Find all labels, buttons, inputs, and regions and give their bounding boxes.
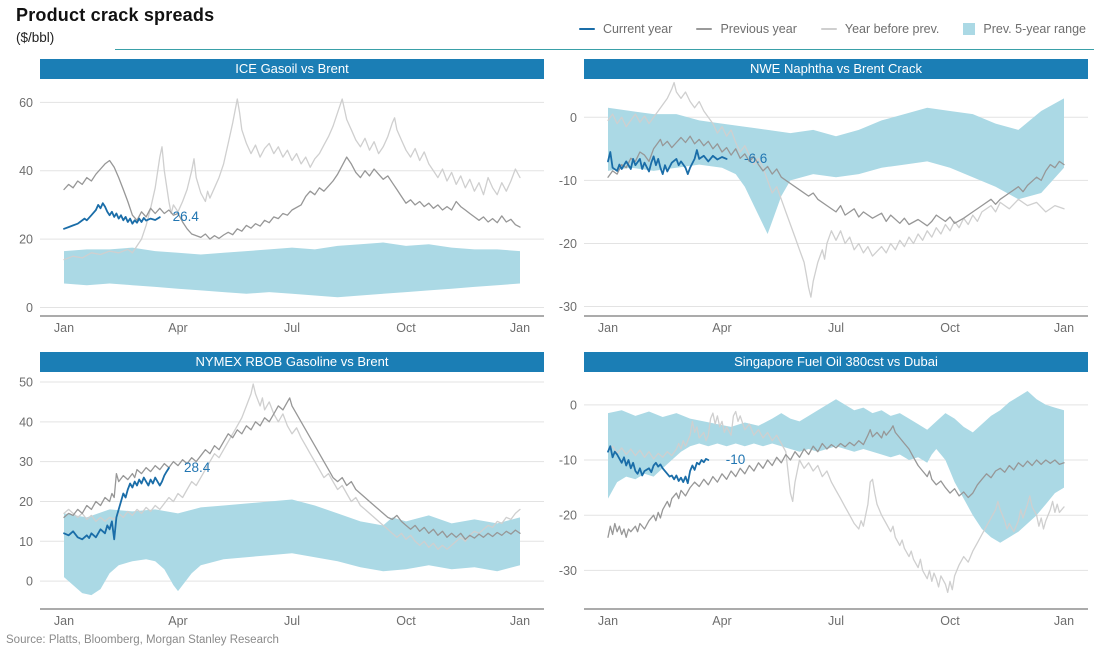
x-tick-label: Jan — [510, 614, 530, 628]
series-current-year — [63, 467, 170, 541]
x-tick-label: Apr — [168, 614, 187, 628]
chart-panel-nymex-rbob: NYMEX RBOB Gasoline vs Brent 0 10 20 30 40 50… — [0, 352, 544, 630]
series-previous-year — [63, 156, 521, 240]
five-year-range-band — [64, 499, 520, 596]
chart-nymex-rbob: 0 10 20 30 40 50 Jan Apr Jul Oct Jan 28.4 — [19, 375, 544, 628]
y-tick-label: 0 — [26, 575, 33, 589]
y-tick-label: 20 — [19, 495, 33, 509]
x-tick-label: Jan — [54, 321, 74, 335]
series-previous-year — [63, 397, 521, 540]
chart-title-ice-gasoil: ICE Gasoil vs Brent — [40, 59, 544, 79]
x-tick-label: Jan — [598, 614, 618, 628]
chart-legend: Current year Previous year Year before pre… — [578, 22, 1086, 36]
x-tick-label: Jul — [284, 614, 300, 628]
charts-grid: ICE Gasoil vs Brent 0 20 40 60 Jan Apr Jul Oct J… — [0, 59, 1108, 630]
y-tick-label: 50 — [19, 375, 33, 389]
x-tick-label: Jan — [598, 321, 618, 335]
y-tick-label: -10 — [559, 454, 577, 468]
x-tick-label: Jul — [828, 614, 844, 628]
x-tick-label: Jan — [1054, 614, 1074, 628]
y-tick-label: 30 — [19, 455, 33, 469]
last-value-label: -6.6 — [744, 151, 767, 166]
five-year-range-band — [64, 242, 520, 298]
series-current-year — [607, 149, 728, 175]
divider-rule — [115, 49, 1094, 50]
series-current-year — [63, 202, 161, 230]
legend-label: Prev. 5-year range — [983, 22, 1086, 36]
legend-item-1: Previous year — [696, 22, 797, 36]
legend-label: Current year — [602, 22, 673, 36]
figure-header: Product crack spreads ($/bbl) Current ye… — [0, 0, 1108, 52]
chart-title-nwe-naphtha: NWE Naphtha vs Brent Crack — [584, 59, 1088, 79]
series-current-year — [607, 445, 710, 485]
y-tick-label: 0 — [26, 301, 33, 315]
series-year-before-prev- — [63, 98, 521, 261]
chart-panel-nwe-naphtha: NWE Naphtha vs Brent Crack 0 -10 -20 -30 Jan… — [544, 59, 1088, 337]
x-tick-label: Oct — [940, 614, 960, 628]
x-tick-label: Oct — [396, 321, 416, 335]
last-value-label: 26.4 — [173, 209, 200, 224]
y-tick-label: 60 — [19, 96, 33, 110]
chart-title-singapore-fuel-oil: Singapore Fuel Oil 380cst vs Dubai — [584, 352, 1088, 372]
legend-label: Year before prev. — [844, 22, 940, 36]
x-tick-label: Jan — [1054, 321, 1074, 335]
x-tick-label: Jan — [510, 321, 530, 335]
title-block: Product crack spreads ($/bbl) — [16, 0, 214, 45]
y-tick-label: 0 — [570, 111, 577, 125]
y-tick-label: -20 — [559, 509, 577, 523]
x-tick-label: Jan — [54, 614, 74, 628]
x-tick-label: Oct — [396, 614, 416, 628]
y-tick-label: 0 — [570, 398, 577, 412]
y-tick-label: -30 — [559, 564, 577, 578]
page-subtitle: ($/bbl) — [16, 30, 55, 45]
page-title: Product crack spreads — [16, 5, 215, 25]
chart-nwe-naphtha: 0 -10 -20 -30 Jan Apr Jul Oct Jan -6.6 — [559, 81, 1088, 335]
legend-line-swatch — [696, 28, 713, 30]
legend-line-swatch — [820, 28, 837, 30]
y-tick-label: 20 — [19, 233, 33, 247]
y-tick-label: -20 — [559, 237, 577, 251]
y-tick-label: -30 — [559, 300, 577, 314]
series-previous-year — [607, 425, 1065, 538]
last-value-label: 28.4 — [184, 460, 211, 475]
x-tick-label: Jul — [284, 321, 300, 335]
x-tick-label: Jul — [828, 321, 844, 335]
x-tick-label: Apr — [712, 614, 731, 628]
y-tick-label: 40 — [19, 164, 33, 178]
series-year-before-prev- — [63, 383, 521, 550]
x-tick-label: Apr — [712, 321, 731, 335]
legend-range-swatch — [963, 23, 976, 35]
legend-line-swatch — [578, 28, 595, 30]
y-tick-label: -10 — [559, 174, 577, 188]
chart-ice-gasoil: 0 20 40 60 Jan Apr Jul Oct Jan 26.4 — [19, 96, 544, 335]
y-tick-label: 10 — [19, 535, 33, 549]
x-tick-label: Oct — [940, 321, 960, 335]
y-tick-label: 40 — [19, 415, 33, 429]
legend-label: Previous year — [720, 22, 797, 36]
chart-title-nymex-rbob: NYMEX RBOB Gasoline vs Brent — [40, 352, 544, 372]
series-year-before-prev- — [607, 410, 1065, 594]
x-tick-label: Apr — [168, 321, 187, 335]
last-value-label: -10 — [726, 452, 746, 467]
series-previous-year — [607, 135, 1065, 227]
legend-item-0: Current year — [578, 22, 673, 36]
source-note: Source: Platts, Bloomberg, Morgan Stanle… — [6, 634, 279, 646]
legend-item-3: Prev. 5-year range — [963, 22, 1086, 36]
chart-singapore-fuel-oil: 0 -10 -20 -30 Jan Apr Jul Oct Jan -10 — [559, 391, 1088, 628]
five-year-range-band — [608, 98, 1064, 235]
chart-panel-ice-gasoil: ICE Gasoil vs Brent 0 20 40 60 Jan Apr Jul Oct J… — [0, 59, 544, 337]
five-year-range-band — [608, 391, 1064, 543]
legend-item-2: Year before prev. — [820, 22, 940, 36]
chart-panel-singapore-fuel-oil: Singapore Fuel Oil 380cst vs Dubai 0 -10 -… — [544, 352, 1088, 630]
